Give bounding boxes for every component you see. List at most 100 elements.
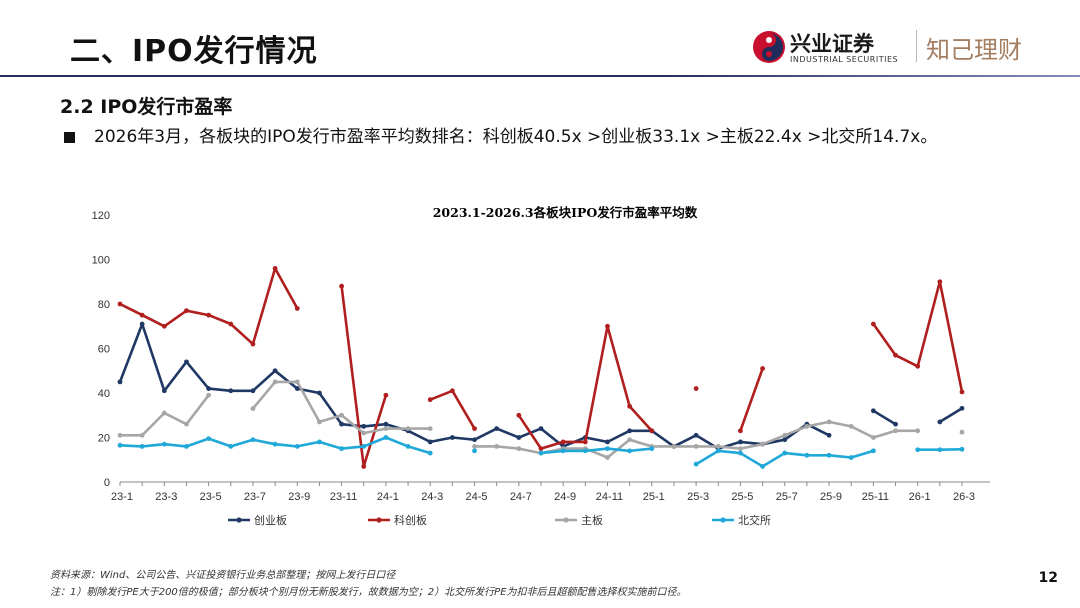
series-line bbox=[428, 389, 476, 430]
bullet-marker bbox=[64, 132, 75, 143]
data-point bbox=[250, 341, 256, 347]
logo-chinese-name: 兴业证券 bbox=[790, 32, 874, 56]
data-point bbox=[605, 455, 610, 460]
data-point bbox=[250, 437, 256, 443]
data-point bbox=[361, 423, 367, 429]
data-point bbox=[693, 432, 699, 438]
data-point bbox=[184, 444, 189, 449]
x-tick-label: 25-9 bbox=[820, 491, 842, 503]
data-point bbox=[228, 444, 234, 449]
data-point bbox=[161, 441, 167, 447]
data-point bbox=[538, 446, 544, 452]
chart-title: 2023.1-2026.3各板块IPO发行市盈率平均数 bbox=[433, 205, 698, 220]
legend-label: 创业板 bbox=[254, 513, 287, 527]
data-point bbox=[339, 412, 344, 418]
data-point bbox=[272, 379, 278, 385]
data-point bbox=[294, 306, 300, 311]
data-point bbox=[294, 444, 300, 449]
x-tick-label: 24-11 bbox=[596, 491, 623, 503]
data-point bbox=[228, 321, 234, 327]
data-point bbox=[627, 437, 633, 443]
data-point bbox=[582, 448, 588, 454]
data-point bbox=[339, 446, 344, 452]
data-point bbox=[317, 439, 322, 445]
data-point bbox=[560, 439, 566, 445]
data-point bbox=[959, 405, 965, 411]
x-tick-label: 25-5 bbox=[731, 491, 753, 503]
data-point bbox=[782, 432, 788, 438]
data-point bbox=[848, 423, 854, 429]
data-point bbox=[738, 428, 743, 434]
data-point bbox=[760, 366, 765, 371]
data-point bbox=[228, 388, 234, 394]
data-point bbox=[272, 368, 278, 374]
x-tick-label: 23-5 bbox=[200, 491, 222, 503]
data-point bbox=[959, 446, 965, 452]
data-point bbox=[405, 444, 411, 449]
data-point bbox=[206, 386, 212, 391]
data-point bbox=[605, 439, 610, 445]
data-point bbox=[959, 429, 965, 435]
x-tick-label: 25-7 bbox=[776, 491, 798, 503]
legend-marker bbox=[236, 517, 242, 523]
data-point bbox=[915, 447, 921, 453]
data-point bbox=[184, 359, 189, 365]
data-point bbox=[826, 419, 832, 425]
y-tick-label: 40 bbox=[98, 388, 110, 400]
data-point bbox=[361, 444, 367, 449]
data-point bbox=[294, 379, 300, 385]
data-point bbox=[715, 444, 721, 449]
data-point bbox=[693, 461, 699, 467]
data-point bbox=[161, 388, 167, 394]
legend-marker bbox=[376, 517, 382, 523]
data-point bbox=[893, 352, 898, 358]
data-point bbox=[760, 441, 765, 447]
data-point bbox=[139, 312, 145, 318]
legend-label: 主板 bbox=[581, 513, 603, 527]
data-point bbox=[560, 448, 566, 454]
data-point bbox=[693, 444, 699, 449]
data-point bbox=[738, 450, 743, 456]
data-point bbox=[870, 321, 876, 327]
data-point bbox=[715, 448, 721, 454]
legend-marker bbox=[563, 517, 569, 523]
data-point bbox=[294, 386, 300, 391]
data-point bbox=[427, 439, 433, 445]
data-point bbox=[893, 421, 898, 427]
data-point bbox=[738, 439, 743, 445]
data-point bbox=[915, 428, 921, 434]
legend-label: 北交所 bbox=[738, 513, 771, 527]
x-tick-label: 24-5 bbox=[466, 491, 488, 503]
pe-line-chart: 2023.1-2026.3各板块IPO发行市盈率平均数 0 20 40 60 80 100… bbox=[92, 205, 990, 527]
logo-divider bbox=[916, 30, 917, 62]
data-point bbox=[649, 428, 655, 434]
series-1 bbox=[117, 266, 965, 469]
data-point bbox=[117, 442, 123, 448]
data-point bbox=[206, 312, 212, 318]
data-point bbox=[117, 301, 123, 307]
data-point bbox=[361, 430, 367, 436]
section-subtitle: 2.2 IPO发行市盈率 bbox=[60, 96, 233, 118]
data-point bbox=[494, 426, 500, 431]
data-point bbox=[671, 444, 677, 449]
y-tick-label: 100 bbox=[92, 255, 110, 267]
data-point bbox=[117, 432, 123, 438]
data-point bbox=[383, 421, 389, 427]
data-point bbox=[516, 435, 522, 440]
series-0 bbox=[117, 321, 965, 452]
data-point bbox=[472, 426, 477, 431]
x-tick-label: 23-11 bbox=[330, 491, 357, 503]
data-point bbox=[383, 392, 389, 398]
data-point bbox=[582, 439, 588, 445]
data-point bbox=[538, 450, 544, 456]
data-point bbox=[317, 419, 322, 425]
data-point bbox=[272, 441, 278, 447]
data-point bbox=[627, 428, 633, 434]
footnote: 注：1）剔除发行PE大于200倍的极值；部分板块个别月份无新股发行，故数据为空；… bbox=[50, 587, 687, 598]
data-point bbox=[206, 392, 212, 398]
page-title: 二、IPO发行情况 bbox=[70, 34, 318, 69]
data-point bbox=[206, 436, 212, 442]
data-point bbox=[139, 444, 145, 449]
x-tick-label: 25-3 bbox=[687, 491, 709, 503]
data-point bbox=[117, 379, 123, 385]
